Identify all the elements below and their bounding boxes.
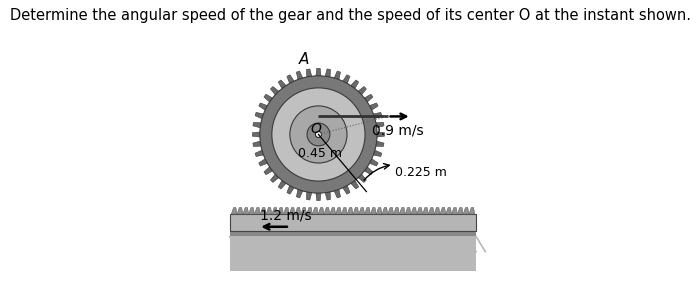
Circle shape [290,106,347,163]
Text: 0.45 m: 0.45 m [298,147,342,160]
Polygon shape [388,207,393,214]
Polygon shape [393,207,400,214]
Polygon shape [318,207,324,214]
Polygon shape [334,71,340,79]
Bar [230,214,476,231]
Polygon shape [376,207,382,214]
Polygon shape [370,207,376,214]
Circle shape [260,76,377,193]
Polygon shape [423,207,428,214]
Polygon shape [463,207,469,214]
Text: A: A [299,52,309,67]
Polygon shape [301,207,307,214]
Polygon shape [253,122,261,128]
Polygon shape [295,207,301,214]
Polygon shape [416,207,423,214]
Polygon shape [411,207,416,214]
Polygon shape [373,150,382,156]
Polygon shape [358,86,366,95]
Text: Determine the angular speed of the gear and the speed of its center O at the ins: Determine the angular speed of the gear … [10,8,690,23]
Polygon shape [347,207,353,214]
Polygon shape [358,174,366,182]
Polygon shape [248,207,254,214]
Text: O: O [311,122,322,136]
Polygon shape [307,207,312,214]
Polygon shape [365,207,370,214]
Polygon shape [272,207,278,214]
Polygon shape [237,207,243,214]
Polygon shape [400,207,405,214]
Polygon shape [373,112,382,119]
Polygon shape [370,159,378,166]
Circle shape [316,131,321,137]
Polygon shape [364,94,373,102]
Polygon shape [287,75,294,83]
Polygon shape [270,174,279,182]
Polygon shape [259,103,267,110]
Polygon shape [351,80,358,88]
Polygon shape [289,207,295,214]
Polygon shape [278,80,286,88]
Polygon shape [270,86,279,95]
Bar [230,231,476,236]
Polygon shape [325,192,330,200]
Circle shape [272,88,365,181]
Text: 0.9 m/s: 0.9 m/s [372,124,424,137]
Polygon shape [469,207,475,214]
Polygon shape [307,192,312,200]
Polygon shape [359,207,365,214]
Polygon shape [342,207,347,214]
Polygon shape [264,94,272,102]
Text: 0.225 m: 0.225 m [395,166,447,179]
Polygon shape [316,68,321,76]
Polygon shape [307,69,312,77]
Polygon shape [446,207,452,214]
Polygon shape [254,207,260,214]
Polygon shape [376,122,384,128]
Polygon shape [278,207,284,214]
Polygon shape [324,207,330,214]
Polygon shape [253,141,261,146]
Polygon shape [343,185,350,194]
Polygon shape [266,207,272,214]
Polygon shape [377,132,384,137]
Polygon shape [351,180,358,189]
Polygon shape [353,207,359,214]
Polygon shape [260,207,266,214]
Polygon shape [440,207,446,214]
Polygon shape [231,207,237,214]
Circle shape [307,123,330,146]
Polygon shape [243,207,248,214]
Polygon shape [259,159,267,166]
Polygon shape [364,167,373,175]
Polygon shape [296,71,302,79]
Polygon shape [382,207,388,214]
Polygon shape [405,207,411,214]
Polygon shape [278,180,286,189]
Polygon shape [252,132,260,137]
Polygon shape [370,103,378,110]
Polygon shape [434,207,440,214]
Polygon shape [264,167,272,175]
Polygon shape [376,141,384,146]
Polygon shape [452,207,457,214]
Polygon shape [296,189,302,198]
Polygon shape [335,207,342,214]
Polygon shape [325,69,330,77]
Polygon shape [330,207,335,214]
Polygon shape [287,185,294,194]
Polygon shape [343,75,350,83]
Polygon shape [334,189,340,198]
Polygon shape [428,207,434,214]
Polygon shape [312,207,318,214]
Text: 1.2 m/s: 1.2 m/s [260,208,312,222]
Polygon shape [457,207,463,214]
Polygon shape [255,112,263,119]
Polygon shape [316,193,321,201]
Polygon shape [255,150,263,156]
Polygon shape [284,207,289,214]
Bar [230,231,476,271]
